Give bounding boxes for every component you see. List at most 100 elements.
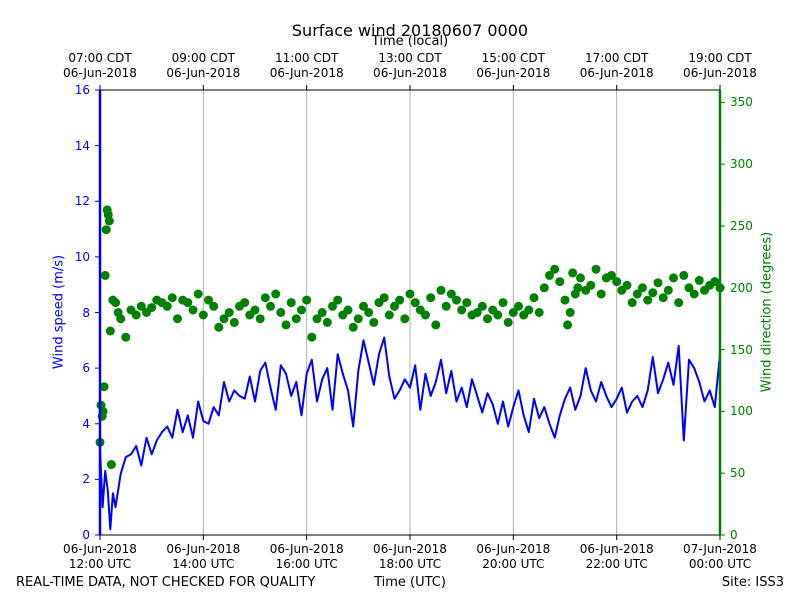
wind-direction-point: [121, 332, 131, 342]
wind-direction-point: [524, 305, 534, 315]
bottom-tick-date: 06-Jun-2018: [269, 542, 344, 556]
left-axis-title: Wind speed (m/s): [51, 254, 67, 370]
wind-direction-point: [431, 320, 441, 330]
top-tick-date: 06-Jun-2018: [373, 66, 447, 80]
wind-direction-point: [359, 301, 368, 311]
wind-direction-point: [565, 308, 575, 317]
wind-direction-point: [250, 305, 260, 315]
wind-direction-point: [689, 289, 699, 299]
left-tick-label: 14: [74, 138, 90, 153]
wind-direction-point: [694, 275, 704, 285]
left-tick-label: 6: [82, 361, 90, 376]
wind-direction-point: [106, 460, 116, 469]
bottom-tick-time: 16:00 UTC: [275, 557, 338, 571]
wind-direction-point: [162, 301, 172, 311]
wind-direction-point: [297, 305, 306, 315]
bottom-tick-time: 20:00 UTC: [482, 557, 545, 571]
wind-direction-point: [529, 293, 539, 303]
bottom-tick-date: 06-Jun-2018: [63, 542, 137, 556]
wind-direction-point: [328, 301, 337, 311]
wind-direction-point: [446, 289, 456, 299]
wind-direction-point: [436, 285, 446, 295]
wind-direction-point: [214, 322, 224, 332]
wind-direction-point: [648, 288, 658, 298]
right-tick-label: 150: [730, 342, 753, 357]
right-tick-label: 0: [730, 528, 738, 542]
wind-direction-point: [560, 295, 570, 305]
top-tick-time: 11:00 CDT: [274, 51, 339, 65]
wind-direction-point: [591, 264, 601, 274]
wind-direction-point: [576, 273, 585, 283]
top-tick-time: 07:00 CDT: [68, 51, 132, 65]
wind-direction-point: [266, 301, 275, 311]
wind-direction-point: [379, 293, 389, 303]
wind-direction-point: [343, 305, 353, 315]
wind-direction-point: [545, 270, 554, 280]
wind-direction-point: [100, 270, 110, 280]
wind-direction-point: [503, 317, 513, 327]
left-tick-label: 8: [82, 305, 90, 320]
right-tick-label: 200: [730, 280, 753, 295]
wind-direction-point: [663, 285, 673, 295]
bottom-tick-time: 18:00 UTC: [378, 557, 442, 571]
top-tick-date: 06-Jun-2018: [63, 66, 137, 80]
wind-direction-point: [684, 283, 694, 293]
right-tick-label: 50: [730, 466, 746, 481]
wind-direction-point: [607, 270, 616, 280]
top-tick-date: 06-Jun-2018: [579, 66, 654, 80]
wind-direction-point: [260, 293, 270, 303]
wind-direction-point: [353, 314, 363, 324]
wind-direction-point: [586, 280, 596, 290]
wind-direction-point: [410, 298, 420, 308]
wind-direction-point: [307, 332, 317, 342]
wind-direction-point: [498, 298, 508, 308]
top-tick-time: 19:00 CDT: [688, 51, 752, 65]
wind-direction-point: [384, 310, 394, 320]
right-axis-title: Wind direction (degrees): [759, 231, 775, 393]
wind-direction-point: [219, 314, 229, 324]
top-tick-date: 06-Jun-2018: [166, 66, 241, 80]
wind-direction-point: [627, 298, 637, 308]
wind-direction-point: [679, 270, 689, 280]
wind-direction-point: [131, 310, 141, 320]
wind-direction-point: [291, 314, 301, 324]
wind-direction-point: [596, 289, 606, 299]
wind-direction-point: [710, 277, 720, 287]
wind-direction-point: [173, 314, 182, 324]
right-tick-label: 250: [730, 218, 753, 233]
wind-direction-point: [632, 289, 642, 299]
left-tick-label: 16: [74, 83, 90, 97]
wind-direction-point: [508, 308, 518, 317]
right-tick-label: 100: [730, 404, 753, 419]
top-tick-time: 15:00 CDT: [481, 51, 546, 65]
wind-speed-series: [99, 336, 721, 531]
wind-direction-point: [457, 305, 467, 315]
wind-direction-point: [638, 283, 647, 293]
wind-direction-point: [573, 283, 583, 293]
left-tick-label: 0: [82, 528, 90, 542]
wind-direction-point: [276, 308, 286, 317]
grid-lines: [202, 90, 618, 535]
wind-direction-point: [534, 308, 544, 317]
wind-direction-point: [198, 310, 208, 320]
top-tick-time: 09:00 CDT: [171, 51, 236, 65]
wind-direction-point: [612, 277, 622, 287]
bottom-tick-time: 00:00 UTC: [688, 557, 752, 571]
tick-marks: [95, 85, 725, 540]
right-tick-label: 350: [730, 95, 753, 110]
wind-direction-point: [550, 264, 560, 274]
wind-direction-point: [395, 295, 405, 305]
wind-direction-point: [514, 301, 523, 311]
wind-direction-series: [95, 205, 725, 469]
wind-direction-point: [167, 293, 177, 303]
wind-direction-point: [462, 298, 472, 308]
wind-direction-point: [405, 289, 415, 299]
wind-direction-point: [255, 314, 265, 324]
bottom-tick-time: 12:00 UTC: [68, 557, 132, 571]
chart-title: Surface wind 20180607 0000: [291, 21, 529, 40]
wind-direction-point: [147, 303, 157, 313]
top-tick-date: 06-Jun-2018: [476, 66, 551, 80]
wind-direction-point: [441, 301, 451, 311]
bottom-tick-date: 06-Jun-2018: [373, 542, 447, 556]
wind-direction-point: [317, 308, 327, 317]
